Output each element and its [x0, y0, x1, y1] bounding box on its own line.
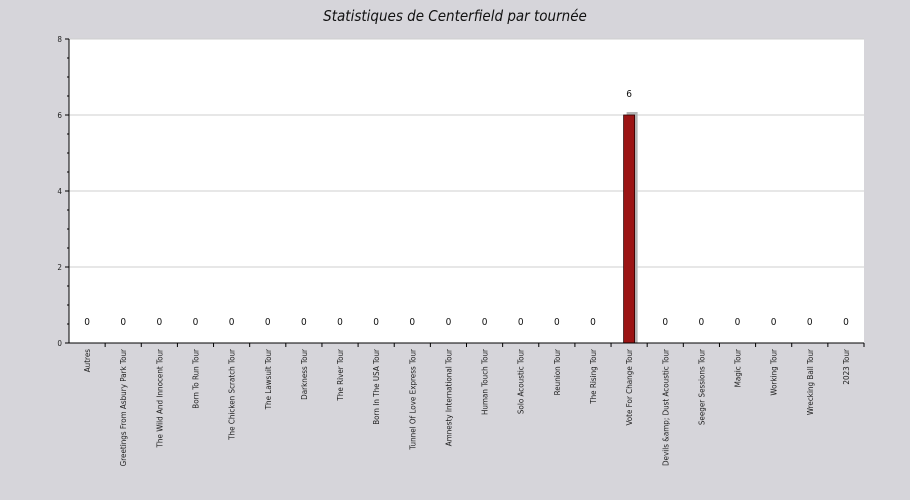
category-label: Seeger Sessions Tour [697, 349, 706, 425]
category-labels: Autres Greetings From Asbury Park Tour The… [83, 349, 851, 467]
y-axis-ticks: 0 2 4 6 8 [57, 35, 69, 348]
data-label: 0 [229, 317, 235, 328]
category-label: Amnesty International Tour [444, 349, 453, 446]
data-label: 0 [84, 317, 90, 328]
category-label: Working Tour [770, 349, 779, 396]
data-label: 0 [807, 317, 813, 328]
category-label: The Wild And Innocent Tour [155, 349, 164, 449]
category-label: Vote For Change Tour [625, 349, 634, 426]
y-tick-label: 0 [57, 339, 62, 348]
category-label: 2023 Tour [842, 349, 851, 385]
data-label: 0 [193, 317, 199, 328]
data-label: 0 [482, 317, 488, 328]
category-label: Human Touch Tour [481, 349, 490, 415]
y-tick-label: 6 [57, 111, 62, 120]
data-label: 0 [843, 317, 849, 328]
data-label: 0 [337, 317, 343, 328]
category-label: Wrecking Ball Tour [806, 349, 815, 415]
data-label: 0 [373, 317, 379, 328]
category-label: Magic Tour [734, 349, 743, 387]
category-label: Devils &amp; Dust Acoustic Tour [661, 349, 670, 466]
data-label: 0 [771, 317, 777, 328]
data-label: 0 [120, 317, 126, 328]
data-label: 0 [265, 317, 271, 328]
data-label: 0 [554, 317, 560, 328]
category-label: Born To Run Tour [191, 349, 200, 409]
data-label: 0 [590, 317, 596, 328]
category-label: Solo Acoustic Tour [517, 349, 526, 414]
category-label: Autres [83, 349, 92, 373]
grid [69, 38, 864, 268]
category-label: The Lawsuit Tour [264, 349, 273, 410]
y-tick-label: 8 [57, 35, 62, 44]
category-label: The River Tour [336, 349, 345, 402]
y-tick-label: 4 [57, 187, 62, 196]
data-label: 0 [409, 317, 415, 328]
data-label: 0 [735, 317, 741, 328]
chart-title: Statistiques de Centerfield par tournée [323, 7, 587, 25]
data-label: 6 [626, 89, 632, 100]
data-label: 0 [518, 317, 524, 328]
category-label: The Rising Tour [589, 349, 598, 405]
category-label: Born In The USA Tour [372, 349, 381, 425]
x-axis-ticks [104, 343, 865, 347]
category-label: Reunion Tour [553, 349, 562, 395]
bars [623, 112, 638, 344]
data-label: 0 [446, 317, 452, 328]
data-label: 0 [156, 317, 162, 328]
data-labels: 0 0 0 0 0 0 0 0 0 0 0 0 0 0 0 6 0 0 0 0 0 0 [84, 89, 849, 328]
data-label: 0 [699, 317, 705, 328]
data-label: 0 [662, 317, 668, 328]
bar [623, 114, 636, 344]
category-label: Tunnel Of Love Express Tour [408, 349, 417, 451]
category-label: Darkness Tour [300, 349, 309, 400]
data-label: 0 [301, 317, 307, 328]
y-tick-label: 2 [57, 263, 62, 272]
category-label: Greetings From Asbury Park Tour [119, 349, 128, 466]
category-label: The Chicken Scratch Tour [228, 349, 237, 441]
